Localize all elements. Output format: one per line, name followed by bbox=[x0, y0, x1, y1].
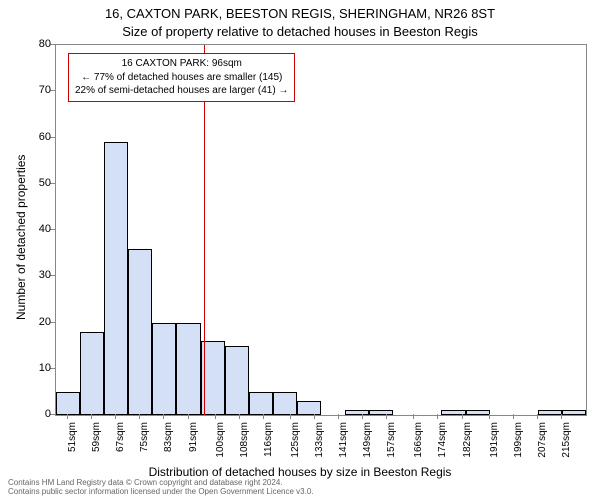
footer-line2: Contains public sector information licen… bbox=[8, 487, 314, 496]
chart-title-address: 16, CAXTON PARK, BEESTON REGIS, SHERINGH… bbox=[0, 6, 600, 21]
x-tick-mark bbox=[437, 414, 438, 419]
y-tick-label: 40 bbox=[11, 224, 51, 235]
x-tick-label: 174sqm bbox=[437, 422, 448, 462]
x-tick-label: 108sqm bbox=[239, 422, 250, 462]
histogram-bar bbox=[249, 392, 273, 415]
x-tick-mark bbox=[239, 414, 240, 419]
histogram-bar bbox=[225, 346, 249, 415]
x-tick-label: 133sqm bbox=[314, 422, 325, 462]
histogram-bar bbox=[369, 410, 393, 415]
x-tick-mark bbox=[163, 414, 164, 419]
x-tick-mark bbox=[513, 414, 514, 419]
x-tick-label: 149sqm bbox=[362, 422, 373, 462]
footer-attribution: Contains HM Land Registry data © Crown c… bbox=[8, 478, 314, 496]
x-tick-label: 59sqm bbox=[91, 422, 102, 462]
x-tick-label: 91sqm bbox=[188, 422, 199, 462]
histogram-bar bbox=[104, 142, 128, 415]
x-tick-label: 199sqm bbox=[513, 422, 524, 462]
y-tick-label: 80 bbox=[11, 39, 51, 50]
histogram-bar bbox=[466, 410, 490, 415]
x-tick-label: 141sqm bbox=[338, 422, 349, 462]
y-tick-label: 70 bbox=[11, 85, 51, 96]
histogram-bar bbox=[176, 323, 200, 416]
annotation-box: 16 CAXTON PARK: 96sqm ← 77% of detached … bbox=[68, 53, 295, 102]
histogram-bar bbox=[128, 249, 152, 416]
x-tick-label: 191sqm bbox=[489, 422, 500, 462]
x-tick-mark bbox=[115, 414, 116, 419]
x-tick-label: 116sqm bbox=[263, 422, 274, 462]
x-tick-mark bbox=[215, 414, 216, 419]
x-tick-mark bbox=[290, 414, 291, 419]
y-tick-label: 20 bbox=[11, 317, 51, 328]
x-tick-label: 207sqm bbox=[537, 422, 548, 462]
y-tick-label: 10 bbox=[11, 363, 51, 374]
x-tick-mark bbox=[386, 414, 387, 419]
x-tick-label: 67sqm bbox=[115, 422, 126, 462]
x-tick-label: 100sqm bbox=[215, 422, 226, 462]
x-tick-label: 182sqm bbox=[462, 422, 473, 462]
histogram-bar bbox=[297, 401, 321, 415]
x-tick-label: 166sqm bbox=[413, 422, 424, 462]
histogram-bar bbox=[152, 323, 176, 416]
histogram-bar bbox=[345, 410, 369, 415]
x-tick-mark bbox=[314, 414, 315, 419]
x-tick-mark bbox=[263, 414, 264, 419]
x-tick-mark bbox=[462, 414, 463, 419]
histogram-bar bbox=[538, 410, 562, 415]
y-tick-label: 0 bbox=[11, 409, 51, 420]
x-tick-label: 83sqm bbox=[163, 422, 174, 462]
x-tick-mark bbox=[362, 414, 363, 419]
x-tick-label: 157sqm bbox=[386, 422, 397, 462]
histogram-bar bbox=[273, 392, 297, 415]
annotation-line3: 22% of semi-detached houses are larger (… bbox=[75, 84, 288, 98]
x-tick-label: 51sqm bbox=[67, 422, 78, 462]
x-tick-mark bbox=[338, 414, 339, 419]
histogram-bar bbox=[80, 332, 104, 415]
x-tick-label: 215sqm bbox=[561, 422, 572, 462]
x-tick-mark bbox=[67, 414, 68, 419]
x-tick-mark bbox=[139, 414, 140, 419]
histogram-bar bbox=[56, 392, 80, 415]
annotation-line1: 16 CAXTON PARK: 96sqm bbox=[75, 57, 288, 71]
y-tick-label: 60 bbox=[11, 132, 51, 143]
y-tick-label: 50 bbox=[11, 178, 51, 189]
footer-line1: Contains HM Land Registry data © Crown c… bbox=[8, 478, 314, 487]
x-tick-label: 125sqm bbox=[290, 422, 301, 462]
x-tick-mark bbox=[537, 414, 538, 419]
x-tick-label: 75sqm bbox=[139, 422, 150, 462]
chart-container: 16, CAXTON PARK, BEESTON REGIS, SHERINGH… bbox=[0, 0, 600, 500]
x-tick-mark bbox=[413, 414, 414, 419]
annotation-line2: ← 77% of detached houses are smaller (14… bbox=[75, 71, 288, 85]
chart-title-description: Size of property relative to detached ho… bbox=[0, 24, 600, 39]
x-tick-mark bbox=[561, 414, 562, 419]
x-tick-mark bbox=[91, 414, 92, 419]
y-tick-label: 30 bbox=[11, 270, 51, 281]
x-tick-mark bbox=[489, 414, 490, 419]
x-tick-mark bbox=[188, 414, 189, 419]
histogram-bar bbox=[562, 410, 586, 415]
